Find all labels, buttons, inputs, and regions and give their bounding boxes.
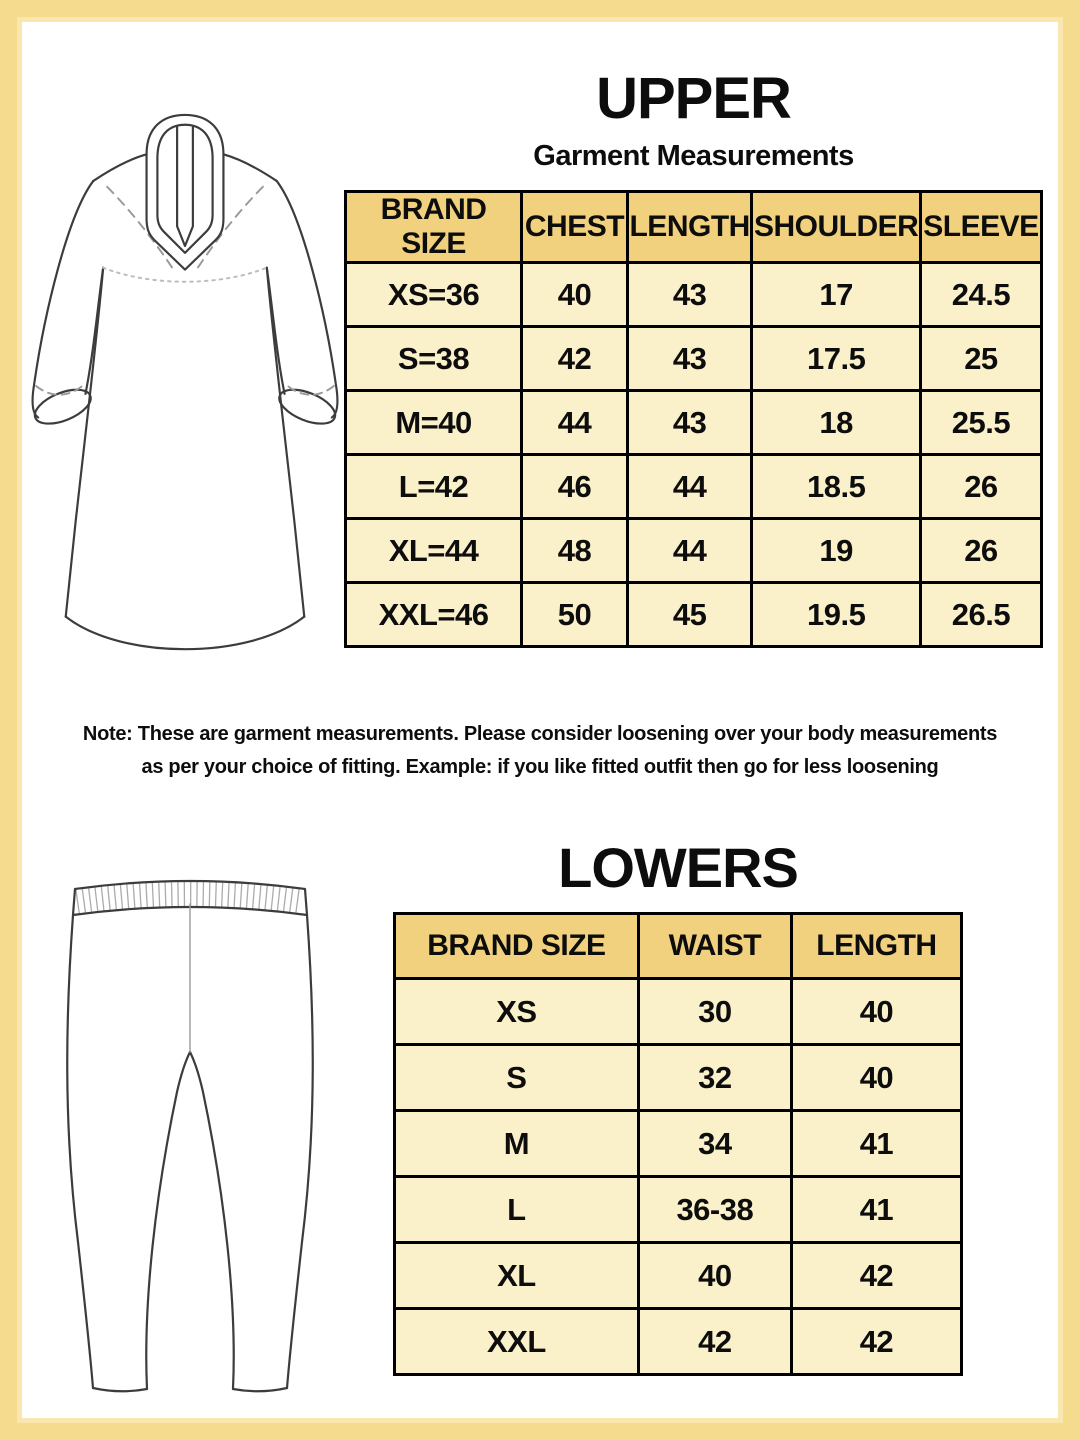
pants-right-leg (188, 913, 314, 1393)
table-row: XS 30 40 (393, 977, 964, 1046)
measurement-cell: 32 (636, 1043, 793, 1112)
size-cell: XL (393, 1241, 640, 1310)
size-cell: M=40 (343, 389, 524, 456)
column-header: LENGTH (625, 190, 754, 264)
table-row: S=38 42 43 17.5 25 (343, 325, 1044, 392)
table-row: S 32 40 (393, 1043, 964, 1112)
measurement-cell: 44 (625, 453, 754, 520)
measurement-cell: 18.5 (750, 453, 922, 520)
kurta-collar (145, 113, 225, 160)
header-row: BRAND SIZE WAIST LENGTH (393, 912, 964, 980)
size-cell: XXL=46 (343, 581, 524, 648)
measurement-cell: 18 (750, 389, 922, 456)
measurement-cell: 34 (636, 1109, 793, 1178)
size-cell: M (393, 1109, 640, 1178)
column-header: BRAND SIZE (393, 912, 640, 980)
measurement-cell: 43 (625, 325, 754, 392)
size-cell: S (393, 1043, 640, 1112)
measurement-cell: 25.5 (918, 389, 1044, 456)
measurement-cell: 41 (789, 1109, 964, 1178)
measurement-cell: 50 (520, 581, 629, 648)
table-row: XXL=46 50 45 19.5 26.5 (343, 581, 1044, 648)
table-row: XXL 42 42 (393, 1307, 964, 1376)
lowers-title: LOWERS (558, 836, 799, 899)
measurement-cell: 40 (520, 261, 629, 328)
table-row: M 34 41 (393, 1109, 964, 1178)
measurement-cell: 40 (636, 1241, 793, 1310)
measurement-cell: 44 (625, 517, 754, 584)
column-header: LENGTH (789, 912, 964, 980)
header-row: BRAND SIZE CHEST LENGTH SHOULDER SLEEVE (343, 190, 1044, 264)
size-cell: L (393, 1175, 640, 1244)
measurement-cell: 26 (918, 517, 1044, 584)
size-cell: XS=36 (343, 261, 524, 328)
kurta-chest-dotted-line (102, 266, 268, 283)
pants-left-leg (66, 913, 192, 1393)
table-row: L=42 46 44 18.5 26 (343, 453, 1044, 520)
lowers-measurements-table: BRAND SIZE WAIST LENGTH XS 30 40 S 32 40 M 34 41 L 36… (393, 912, 964, 1376)
measurement-cell: 36-38 (636, 1175, 793, 1244)
size-cell: S=38 (343, 325, 524, 392)
column-header: WAIST (636, 912, 793, 980)
measurement-cell: 40 (789, 1043, 964, 1112)
kurta-illustration-icon (31, 113, 341, 651)
kurta-left-half (31, 153, 174, 618)
measurement-cell: 40 (789, 977, 964, 1046)
measurement-cell: 17.5 (750, 325, 922, 392)
kurta-right-half (196, 153, 341, 618)
measurement-cell: 19 (750, 517, 922, 584)
measurement-cell: 42 (636, 1307, 793, 1376)
measurement-cell: 30 (636, 977, 793, 1046)
measurement-cell: 26.5 (918, 581, 1044, 648)
table-row: XL 40 42 (393, 1241, 964, 1310)
table-row: XS=36 40 43 17 24.5 (343, 261, 1044, 328)
measurement-cell: 44 (520, 389, 629, 456)
size-cell: XXL (393, 1307, 640, 1376)
table-row: L 36-38 41 (393, 1175, 964, 1244)
column-header: BRAND SIZE (343, 190, 524, 264)
measurement-note: Note: These are garment measurements. Pl… (50, 718, 1030, 784)
note-line-1: Note: These are garment measurements. Pl… (82, 723, 998, 745)
size-cell: XS (393, 977, 640, 1046)
measurement-cell: 17 (750, 261, 922, 328)
measurement-cell: 48 (520, 517, 629, 584)
kurta-hem (64, 615, 306, 651)
pants-illustration-icon (66, 879, 314, 1393)
measurement-cell: 42 (789, 1241, 964, 1310)
kurta-placket (145, 125, 225, 271)
column-header: SLEEVE (918, 190, 1044, 264)
column-header: SHOULDER (750, 190, 922, 264)
measurement-cell: 43 (625, 389, 754, 456)
measurement-cell: 42 (520, 325, 629, 392)
size-cell: XL=44 (343, 517, 524, 584)
measurement-cell: 26 (918, 453, 1044, 520)
column-header: CHEST (520, 190, 629, 264)
size-cell: L=42 (343, 453, 524, 520)
upper-subtitle: Garment Measurements (533, 140, 854, 172)
measurement-cell: 24.5 (918, 261, 1044, 328)
measurement-cell: 45 (625, 581, 754, 648)
measurement-cell: 25 (918, 325, 1044, 392)
upper-measurements-table: BRAND SIZE CHEST LENGTH SHOULDER SLEEVE XS=36… (343, 190, 1044, 648)
measurement-cell: 46 (520, 453, 629, 520)
note-line-2: as per your choice of fitting. Example: … (141, 756, 939, 778)
table-row: XL=44 48 44 19 26 (343, 517, 1044, 584)
measurement-cell: 43 (625, 261, 754, 328)
measurement-cell: 41 (789, 1175, 964, 1244)
table-row: M=40 44 43 18 25.5 (343, 389, 1044, 456)
measurement-cell: 19.5 (750, 581, 922, 648)
measurement-cell: 42 (789, 1307, 964, 1376)
upper-title: UPPER (596, 66, 792, 131)
